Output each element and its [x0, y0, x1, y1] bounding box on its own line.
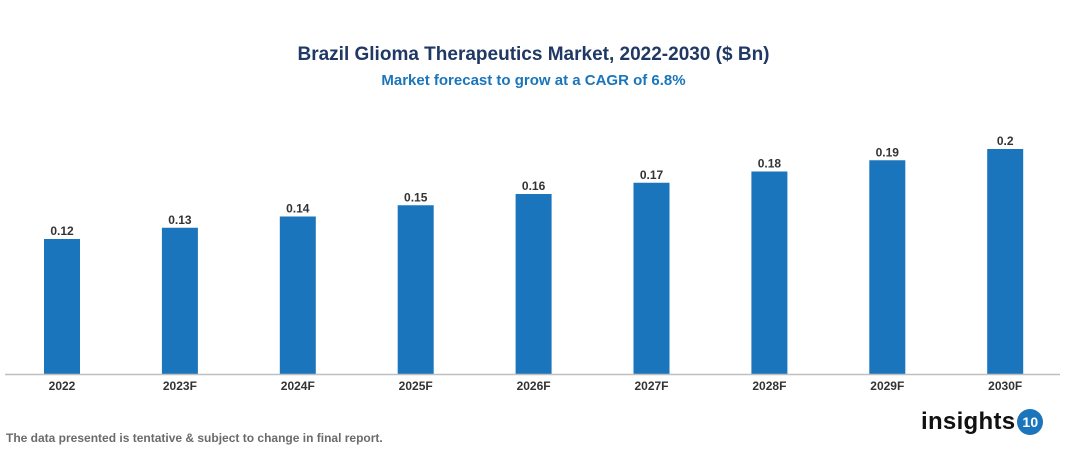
chart-subtitle: Market forecast to grow at a CAGR of 6.8…: [381, 72, 686, 89]
logo-text: insights: [921, 408, 1016, 435]
data-label: 0.18: [758, 157, 782, 171]
bar: [515, 194, 552, 374]
x-tick-label: 2030F: [988, 379, 1022, 393]
data-label: 0.19: [876, 145, 900, 159]
x-tick-label: 2028F: [752, 379, 786, 393]
data-label: 0.16: [522, 179, 546, 193]
data-label: 0.17: [640, 168, 664, 182]
footnote: The data presented is tentative & subjec…: [6, 431, 383, 445]
chart-title: Brazil Glioma Therapeutics Market, 2022-…: [297, 44, 770, 65]
data-label: 0.15: [404, 190, 428, 204]
bar: [397, 205, 434, 374]
x-tick-label: 2024F: [281, 379, 315, 393]
data-label: 0.13: [168, 213, 192, 227]
logo-badge: 10: [1017, 409, 1044, 435]
data-label: 0.2: [997, 134, 1014, 148]
bar: [633, 182, 670, 374]
x-tick-label: 2023F: [163, 379, 197, 393]
bar: [279, 216, 316, 374]
x-tick-label: 2026F: [517, 379, 551, 393]
x-tick-label: 2025F: [399, 379, 433, 393]
bar: [161, 227, 198, 374]
data-label: 0.12: [50, 224, 74, 238]
x-tick-label: 2027F: [634, 379, 668, 393]
bar: [44, 239, 80, 374]
bar: [987, 149, 1024, 374]
x-tick-label: 2022: [49, 379, 76, 393]
bar: [751, 171, 788, 374]
data-label: 0.14: [286, 202, 310, 216]
insights10-logo: insights 10: [921, 408, 1044, 436]
x-tick-label: 2029F: [870, 379, 904, 393]
bar: [869, 160, 906, 374]
